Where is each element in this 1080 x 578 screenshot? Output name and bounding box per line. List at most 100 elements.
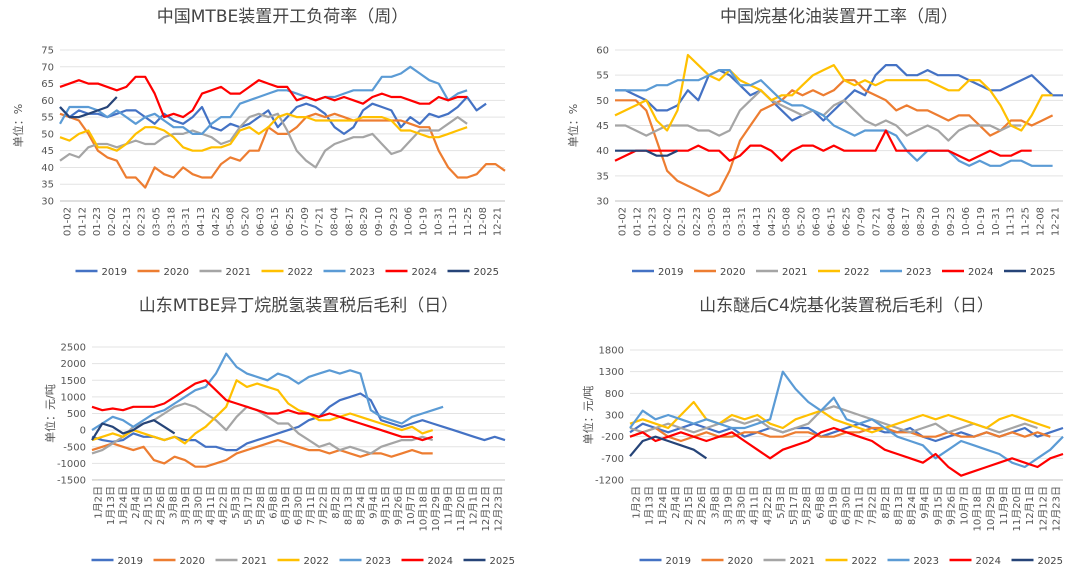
y-tick-label: 800	[605, 389, 624, 400]
x-tick-label: 08-29	[916, 207, 927, 236]
x-tick-label: 3月8日	[709, 486, 721, 519]
chart-c4-alkylation-margin: 山东醚后C4烷基化装置税后毛利（日） 单位：元/吨 -1200 -700 -200 300…	[540, 289, 1080, 578]
x-tick-label: 06-15	[270, 207, 281, 236]
x-tick-label: 10月7日	[405, 486, 417, 525]
series-line-2021	[629, 405, 1038, 434]
x-tick-label: 08-29	[359, 207, 370, 236]
y-axis-label: 单位：元/吨	[581, 386, 595, 445]
x-tick-label: 2月26日	[155, 486, 167, 525]
legend-label-2020: 2020	[164, 267, 189, 278]
chart-title: 中国烷基化油装置开工率（周）	[720, 7, 958, 27]
legend-label-2020: 2020	[180, 556, 205, 567]
series-line-2025	[629, 435, 708, 460]
x-tick-label: 12-08	[1036, 207, 1047, 236]
series-line-2019	[91, 392, 506, 452]
y-tick-label: 1500	[61, 376, 86, 387]
x-tick-label: 08-04	[886, 207, 897, 236]
y-tick-label: -500	[63, 442, 86, 453]
x-tick-label: 03-18	[166, 207, 177, 236]
x-tick-label: 8月13日	[343, 486, 355, 525]
x-tick-label: 03-31	[737, 207, 748, 236]
y-tick-label: -700	[601, 454, 624, 465]
x-tick-label: 04-13	[752, 207, 763, 236]
x-tick-label: 12月23日	[1050, 486, 1062, 531]
x-tick-label: 06-25	[285, 207, 296, 236]
x-tick-label: 11月20日	[455, 486, 467, 531]
chart-mtbe-dehydrogenation-margin: 山东MTBE异丁烷脱氢装置税后毛利（日） 单位：元/吨 -1500 -1000 -500…	[0, 289, 540, 578]
x-tick-label: 3月30日	[192, 486, 204, 525]
y-tick-label: 0	[80, 426, 86, 437]
y-tick-label: 75	[41, 46, 54, 57]
x-tick-label: 6月19日	[827, 486, 839, 525]
x-tick-label: 9月4日	[368, 486, 380, 519]
x-tick-label: 5月3日	[775, 486, 787, 519]
x-tick-label: 12月12日	[1037, 486, 1049, 531]
x-tick-label: 10-06	[404, 207, 415, 236]
legend-label-2021: 2021	[242, 556, 267, 567]
x-tick-label: 1月2日	[631, 486, 643, 519]
x-tick-label: 04-13	[196, 207, 207, 236]
x-tick-label: 7月22日	[318, 486, 330, 525]
x-tick-label: 05-20	[240, 207, 251, 236]
y-tick-label: 55	[596, 71, 609, 82]
x-tick-label: 2月15日	[683, 486, 695, 525]
x-tick-label: 3月30日	[736, 486, 748, 525]
x-tick-label: 6月30日	[293, 486, 305, 525]
legend-label-2025: 2025	[1038, 556, 1063, 567]
x-tick-label: 05-20	[797, 207, 808, 236]
legend-label-2019: 2019	[658, 267, 683, 278]
x-tick-label: 01-12	[77, 207, 88, 236]
series-line-2023	[615, 68, 1053, 167]
series-line-2020	[629, 426, 1051, 443]
y-tick-label: -1500	[57, 476, 86, 487]
y-tick-label: -1000	[57, 459, 86, 470]
x-tick-label: 4月22日	[217, 486, 229, 525]
x-tick-label: 07-21	[315, 207, 326, 236]
x-tick-label: 8月13日	[893, 486, 905, 525]
x-tick-label: 3月19日	[722, 486, 734, 525]
x-tick-label: 2月4日	[130, 486, 142, 519]
x-tick-label: 11月20日	[1011, 486, 1023, 531]
y-tick-label: 65	[41, 79, 54, 90]
x-tick-label: 05-08	[226, 207, 237, 236]
x-tick-label: 8月2日	[880, 486, 892, 519]
x-tick-label: 07-21	[871, 207, 882, 236]
x-tick-label: 5月3日	[230, 486, 242, 519]
x-tick-label: 7月11日	[854, 486, 866, 525]
legend-label-2023: 2023	[906, 267, 931, 278]
x-tick-label: 09-10	[931, 207, 942, 236]
legend-label-2020: 2020	[720, 267, 745, 278]
legend-label-2022: 2022	[852, 556, 877, 567]
x-tick-label: 12月23日	[493, 486, 505, 531]
y-tick-label: 1000	[61, 392, 86, 403]
y-tick-label: 2000	[61, 359, 86, 370]
x-tick-label: 12-08	[478, 207, 489, 236]
x-tick-label: 9月26日	[393, 486, 405, 525]
x-tick-label: 03-05	[707, 207, 718, 236]
legend-label-2025: 2025	[490, 556, 515, 567]
x-tick-label: 9月15日	[380, 486, 392, 525]
series-line-2020	[91, 439, 433, 468]
x-tick-label: 5月17日	[788, 486, 800, 525]
y-tick-label: 40	[41, 163, 54, 174]
y-tick-label: 2500	[61, 343, 86, 354]
series-line-2024	[59, 75, 468, 119]
x-tick-label: 12-21	[493, 207, 504, 236]
legend-label-2022: 2022	[288, 267, 313, 278]
x-tick-label: 11-25	[1021, 207, 1032, 236]
y-tick-label: 45	[596, 121, 609, 132]
x-tick-label: 6月8日	[814, 486, 826, 519]
x-tick-label: 2月4日	[670, 486, 682, 519]
x-tick-label: 10-19	[418, 207, 429, 236]
series-line-2022	[59, 112, 468, 152]
legend-label-2024: 2024	[412, 267, 437, 278]
legend-label-2025: 2025	[474, 267, 499, 278]
y-tick-label: 300	[605, 411, 624, 422]
y-tick-label: 50	[596, 96, 609, 107]
series-line-2022	[614, 53, 1053, 132]
x-tick-label: 11月9日	[443, 486, 455, 525]
series-line-2023	[59, 65, 468, 135]
x-tick-label: 9月4日	[919, 486, 931, 519]
legend-label-2025: 2025	[1030, 267, 1055, 278]
y-tick-label: 35	[596, 171, 609, 182]
